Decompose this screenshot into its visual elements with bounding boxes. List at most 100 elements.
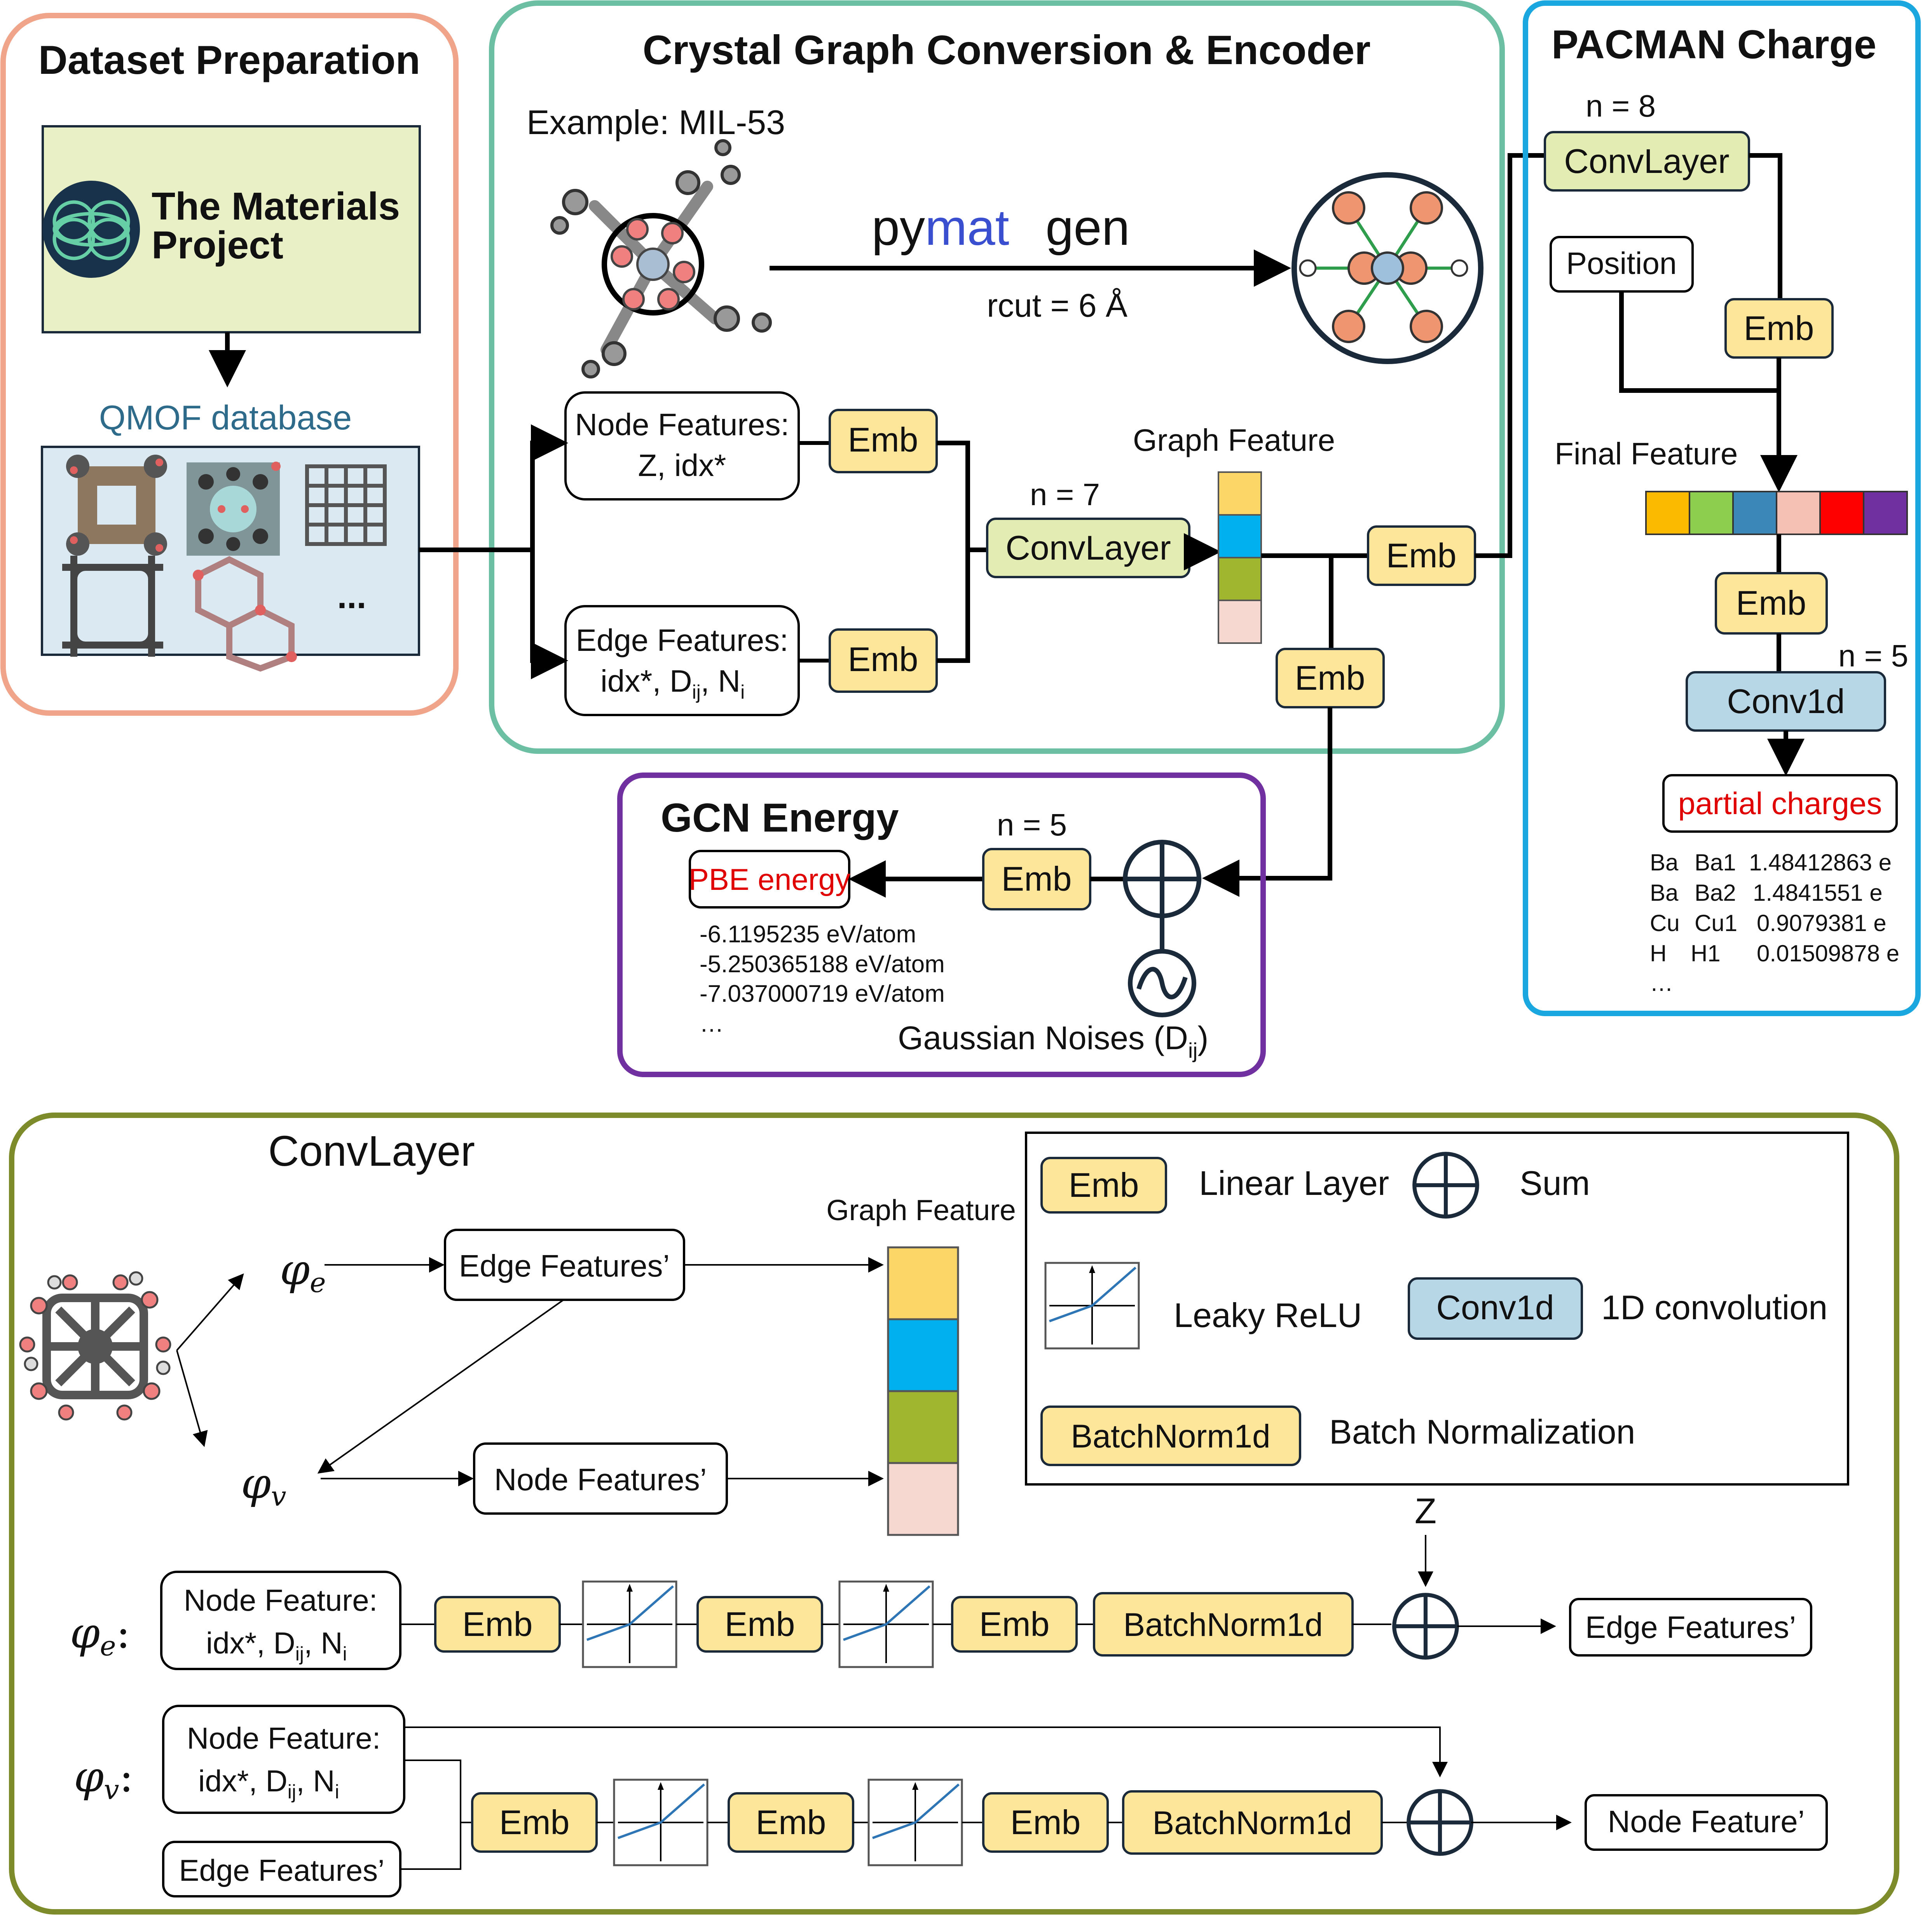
legend-sum-icon [1414,1154,1477,1217]
arrow-to-edge-features [530,550,568,679]
row-e-output-box [1569,1598,1812,1657]
pacman-emb-2-label: Emb [1736,584,1806,622]
qmof-ellipsis: ... [337,577,366,616]
convlayer-panel: ConvLayer φe φv Edge Features’ [9,1113,1899,1915]
charge-table: Ba Ba1 1.48412863 e Ba Ba2 1.4841551 e Cu Cu1… [1650,849,1899,996]
encoder-panel: Crystal Graph Conversion & Encoder Examp… [419,0,1505,754]
pacman-conv-to-emb-line [1749,153,1782,299]
edge-features-prime-label: Edge Features’ [459,1249,670,1283]
final-feature-cell-5 [1819,491,1864,535]
materials-project-line2: Project [152,223,283,267]
energy-value-3: -7.037000719 eV/atom [700,980,945,1007]
edge-features-line2: idx*, Dij, Ni [600,664,745,703]
legend-leaky-relu-icon [1045,1263,1139,1348]
pbe-energy-label: PBE energy [689,862,850,896]
convlayer-title: ConvLayer [268,1127,475,1175]
row-v-output-label: Node Feature’ [1608,1804,1805,1839]
node-features-prime-label: Node Features’ [494,1462,707,1497]
graph-feature-label: Graph Feature [1133,423,1335,457]
crystal-graph-icon [1291,172,1483,364]
pymatgen-logo: py mat gen [872,199,1130,256]
pacman-n8-label: n = 8 [1586,89,1656,123]
charge-row-1: Ba Ba1 1.48412863 e [1650,849,1892,875]
charge-row-2: Ba Ba2 1.4841551 e [1650,880,1883,906]
mil53-molecule-image [550,139,772,378]
row-v-node-feature-box [162,1705,405,1814]
row-e-emb-2-label: Emb [725,1605,795,1643]
row-e-output-label: Edge Features’ [1585,1610,1796,1644]
graph-feature-cell-1 [1218,471,1262,516]
row-phi-e-symbol: φe: [70,1608,131,1662]
row-v-emb-2-label: Emb [756,1803,826,1842]
row-v-node-feature-line2: idx*, Dij, Ni [198,1764,339,1803]
row-v-relu-1-icon [614,1780,707,1865]
dataset-panel-border [0,13,459,716]
pymatgen-gen: gen [1045,199,1130,256]
energy-value-ellipsis: … [700,1010,724,1037]
legend-bn-label: BatchNorm1d [1071,1418,1271,1454]
row-v-relu-2-icon [869,1780,962,1865]
encoder-out-emb-label: Emb [1386,536,1457,575]
convlayer-graph-feature-label: Graph Feature [826,1194,1016,1226]
row-v-node-feature-line1: Node Feature: [187,1721,381,1755]
legend-emb-swatch [1040,1157,1167,1214]
row-e-sum-icon [1394,1595,1457,1658]
arrow-to-node-features [419,424,568,552]
pacman-panel-border [1523,0,1921,1016]
z-label: Z [1415,1491,1436,1531]
charge-row-4: H H1 0.01509878 e [1650,940,1899,966]
row-v-emb-3-label: Emb [1011,1803,1081,1842]
phi-v-symbol: φv [241,1458,286,1512]
rcut-label: rcut = 6 Å [987,287,1127,324]
row-e-emb-3-label: Emb [979,1605,1050,1643]
partial-charges-box [1662,774,1898,833]
row-e-relu-2-icon [839,1582,933,1667]
gcn-sum-icon [1125,842,1199,916]
pacman-convlayer-box [1544,131,1750,192]
row-e-emb-1-label: Emb [462,1605,533,1643]
gaussian-noises-label: Gaussian Noises (Dij) [898,1020,1208,1062]
cl-graph-cell-2 [887,1318,959,1392]
row-e-relu-1-icon [583,1582,676,1667]
node-features-line1: Node Features: [575,407,789,442]
node-features-line2: Z, idx* [638,448,726,483]
row-e-node-feature-line2: idx*, Dij, Ni [206,1626,347,1665]
qmof-label: QMOF database [99,398,352,437]
row-e-node-feature-box [160,1571,401,1670]
partial-charges-label: partial charges [1678,786,1882,821]
pacman-convlayer-label: ConvLayer [1564,142,1730,180]
example-label: Example: MIL-53 [527,103,785,141]
legend-leaky-label: Leaky ReLU [1174,1296,1362,1334]
edge-features-box [564,605,800,716]
final-feature-cell-2 [1689,491,1734,535]
conv1d-label: Conv1d [1727,682,1845,720]
final-feature-vector [1645,491,1908,535]
row-v-input-merge [400,1760,461,1870]
graph-feature-vector [1218,471,1262,644]
legend-conv1d-swatch [1408,1277,1583,1340]
dataset-title: Dataset Preparation [38,38,421,83]
edge-features-line1: Edge Features: [576,623,789,657]
final-feature-cell-3 [1732,491,1777,535]
gcn-panel: GCN Energy n = 5 PBE energy Emb -6.11952… [617,773,1266,1077]
materials-project-line1: The Materials [152,185,400,228]
row-v-output-box [1585,1794,1828,1851]
encoder-title: Crystal Graph Conversion & Encoder [642,27,1370,73]
row-v-emb-1-label: Emb [499,1803,570,1842]
position-label: Position [1566,246,1677,281]
row-e-node-feature-line1: Node Feature: [184,1583,378,1617]
energy-value-2: -5.250365188 eV/atom [700,951,945,978]
pymatgen-mat: mat [925,199,1009,256]
encoder-convlayer-label: ConvLayer [1005,528,1171,567]
legend-sum-label: Sum [1520,1164,1590,1202]
row-v-edge-features-label: Edge Features’ [179,1853,385,1887]
materials-project-logo [43,181,140,278]
energy-value-1: -6.1195235 eV/atom [700,921,916,948]
arrow-to-pacman [1475,153,1545,558]
position-merge-line [1619,291,1779,393]
mof-structure-images [62,455,387,672]
encoder-panel-border [489,0,1505,754]
node-emb-label: Emb [848,420,918,459]
dataset-panel: Dataset Preparation The Materials Projec… [0,13,459,716]
